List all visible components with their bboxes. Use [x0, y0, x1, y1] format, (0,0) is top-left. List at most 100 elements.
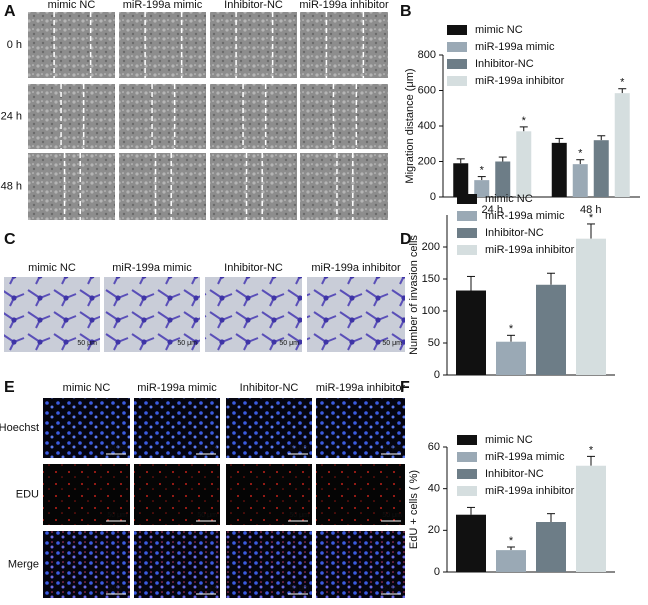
legend-label: miR-199a inhibitor [485, 485, 575, 497]
bar [456, 514, 486, 572]
y-tick-label: 0 [430, 191, 436, 203]
y-tick-label: 20 [428, 524, 440, 536]
bar [456, 290, 486, 375]
column-label: miR-199a mimic [137, 382, 217, 394]
legend-swatch [447, 42, 467, 52]
row-label: 48 h [1, 180, 22, 192]
column-label: Inhibitor-NC [224, 262, 283, 274]
scratch-image [300, 12, 388, 78]
legend-swatch [457, 211, 477, 221]
legend-label: miR-199a inhibitor [485, 244, 575, 256]
x-tick-label: 48 h [580, 204, 601, 216]
legend-label: miR-199a mimic [475, 41, 555, 53]
column-label: Inhibitor-NC [224, 0, 283, 11]
scale-bar-label: 50 μm [289, 512, 309, 519]
panel-letter: F [400, 379, 410, 396]
edu-image [134, 398, 220, 458]
panel-letter: A [4, 3, 16, 20]
bar [572, 164, 588, 197]
scratch-image [210, 153, 297, 220]
column-label: Inhibitor-NC [240, 382, 299, 394]
y-axis-label: EdU + cells ( %) [408, 470, 420, 549]
column-label: mimic NC [28, 262, 76, 274]
scale-bar-label: 50 μm [107, 512, 127, 519]
y-tick-label: 600 [418, 84, 436, 96]
edu-image [134, 464, 220, 525]
column-label: mimic NC [48, 0, 96, 11]
scale-bar-label: 50 μm [197, 585, 217, 592]
significance-mark: * [509, 323, 514, 335]
scratch-image [300, 153, 388, 220]
bar [453, 163, 469, 197]
significance-mark: * [578, 148, 583, 160]
y-tick-label: 200 [422, 241, 440, 253]
y-tick-label: 40 [428, 483, 440, 495]
edu-image [226, 531, 312, 598]
column-label: miR-199a mimic [123, 0, 203, 11]
scale-bar-label: 50 μm [279, 340, 299, 347]
edu-image [226, 464, 312, 525]
y-tick-label: 0 [434, 369, 440, 381]
scale-bar-label: 50 μm [177, 340, 197, 347]
y-axis-label: Number of invasion cells [408, 235, 420, 355]
legend-swatch [457, 469, 477, 479]
legend-label: miR-199a mimic [485, 210, 565, 222]
row-label: Merge [8, 558, 39, 570]
scale-bar-label: 50 μm [382, 512, 402, 519]
legend-label: Inhibitor-NC [485, 468, 544, 480]
legend-swatch [447, 76, 467, 86]
scale-bar-label: 50 μm [107, 585, 127, 592]
row-label: Hoechst [0, 422, 39, 434]
scale-bar-label: 50 μm [289, 585, 309, 592]
scale-bar-label: 50 μm [107, 445, 127, 452]
y-tick-label: 50 [428, 337, 440, 349]
scratch-image [300, 84, 388, 149]
edu-image [134, 531, 220, 598]
panel-letter: B [400, 3, 412, 20]
y-axis-label: Migration distance (μm) [404, 68, 416, 183]
legend-swatch [457, 194, 477, 204]
row-label: 24 h [1, 110, 22, 122]
transwell-image [4, 277, 100, 352]
panel-letter: C [4, 231, 16, 248]
scratch-image [210, 12, 297, 78]
scratch-image [119, 153, 206, 220]
legend-swatch [457, 245, 477, 255]
scale-bar-label: 50 μm [289, 445, 309, 452]
y-tick-label: 150 [422, 273, 440, 285]
scale-bar-label: 50 μm [197, 512, 217, 519]
bar [593, 140, 609, 197]
legend-swatch [447, 59, 467, 69]
significance-mark: * [480, 164, 485, 176]
edu-image [226, 398, 312, 458]
bar [495, 161, 511, 197]
edu-image [43, 531, 130, 598]
column-label: miR-199a inhibitor [299, 0, 389, 11]
significance-mark: * [589, 212, 594, 224]
bar [516, 131, 532, 197]
significance-mark: * [589, 444, 594, 456]
transwell-image [205, 277, 302, 352]
y-tick-label: 60 [428, 441, 440, 453]
bar [536, 284, 566, 375]
x-tick-label: 24 h [482, 204, 503, 216]
scratch-image [28, 153, 115, 220]
scale-bar-label: 50 μm [382, 445, 402, 452]
y-tick-label: 100 [422, 305, 440, 317]
scratch-image [28, 84, 115, 149]
legend-label: mimic NC [485, 434, 533, 446]
significance-mark: * [620, 77, 625, 89]
panel-letter: E [4, 379, 15, 396]
legend-swatch [457, 452, 477, 462]
bar [614, 93, 630, 197]
edu-image [43, 398, 130, 458]
scratch-image [210, 84, 297, 149]
legend-swatch [457, 486, 477, 496]
legend-label: miR-199a inhibitor [475, 75, 565, 87]
scale-bar-label: 50 μm [197, 445, 217, 452]
panel-letter: D [400, 231, 412, 248]
edu-image [316, 464, 405, 525]
y-tick-label: 800 [418, 49, 436, 61]
row-label: EDU [16, 488, 39, 500]
